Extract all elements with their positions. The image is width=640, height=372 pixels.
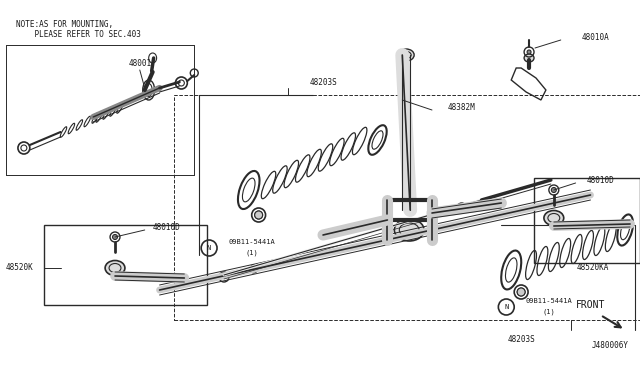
Bar — [175, 95, 640, 320]
Text: 48010A: 48010A — [582, 32, 609, 42]
Circle shape — [517, 288, 525, 296]
Text: 48001: 48001 — [128, 58, 151, 67]
Circle shape — [113, 234, 118, 240]
Text: PLEASE REFER TO SEC.403: PLEASE REFER TO SEC.403 — [16, 30, 141, 39]
Bar — [44, 225, 207, 305]
Text: J480006Y: J480006Y — [592, 340, 628, 350]
Text: N: N — [207, 245, 211, 251]
Text: 48010D: 48010D — [153, 222, 180, 231]
Text: (1): (1) — [543, 309, 556, 315]
Ellipse shape — [544, 211, 564, 225]
Text: 48203S: 48203S — [309, 77, 337, 87]
Text: N: N — [504, 304, 508, 310]
Ellipse shape — [105, 260, 125, 276]
Text: 48520KA: 48520KA — [576, 263, 609, 273]
Ellipse shape — [524, 54, 534, 62]
Ellipse shape — [394, 219, 424, 241]
Bar — [534, 178, 640, 263]
Circle shape — [255, 211, 262, 219]
Text: 48520K: 48520K — [6, 263, 34, 273]
Text: 48382M: 48382M — [448, 103, 476, 112]
Text: FRONT: FRONT — [576, 300, 605, 310]
Text: 48203S: 48203S — [508, 336, 535, 344]
Text: NOTE:AS FOR MOUNTING,: NOTE:AS FOR MOUNTING, — [16, 20, 113, 29]
Circle shape — [551, 187, 556, 192]
Text: 09B11-5441A: 09B11-5441A — [228, 239, 275, 245]
Text: 48010D: 48010D — [586, 176, 614, 185]
Text: 09B11-5441A: 09B11-5441A — [525, 298, 572, 304]
Text: (1): (1) — [245, 250, 258, 256]
Ellipse shape — [398, 49, 414, 61]
Circle shape — [527, 50, 531, 54]
